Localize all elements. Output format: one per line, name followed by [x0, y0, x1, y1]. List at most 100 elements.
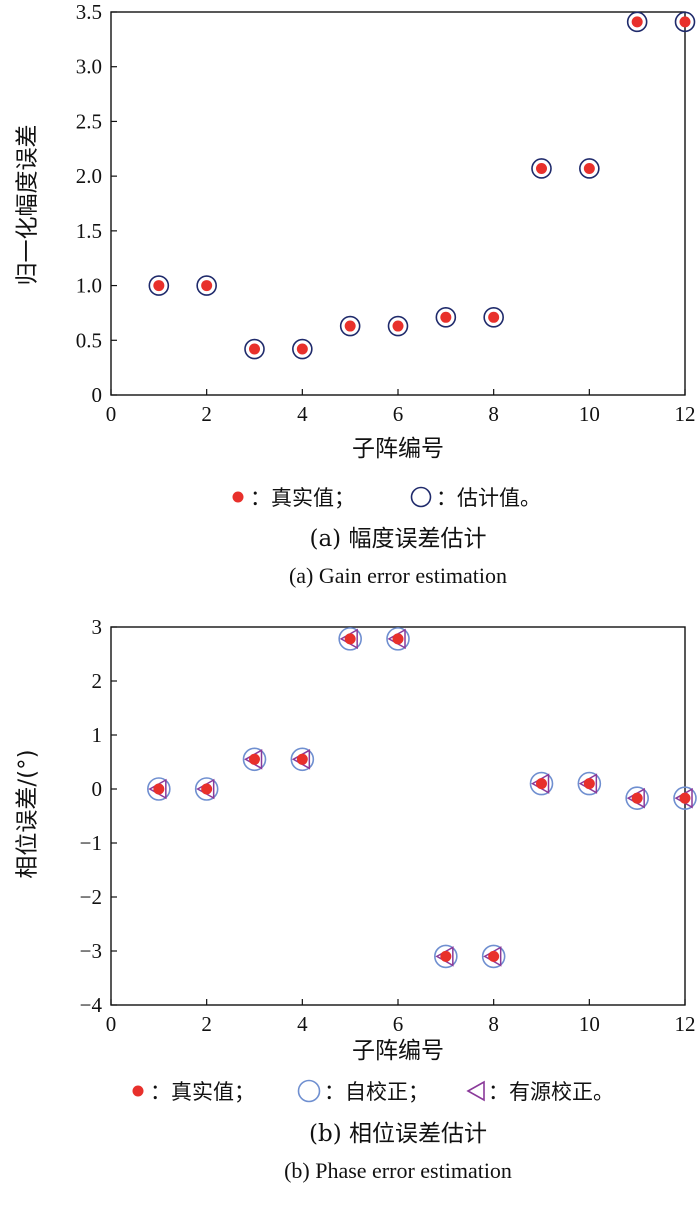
- data-point-true-value: [583, 778, 595, 790]
- data-point-estimated-value: [292, 338, 313, 360]
- x-tick-label: 2: [201, 1012, 212, 1036]
- data-point-true-value: [249, 343, 260, 355]
- legend: ：真实值； ：自校正； ：有源校正。: [132, 1079, 614, 1104]
- data-point-true-value: [488, 950, 500, 962]
- legend-label-true-value: ：真实值；: [150, 1080, 255, 1104]
- legend-marker-self-calibration: [297, 1079, 321, 1103]
- legend-marker-estimated-value: [410, 486, 432, 508]
- legend: ：真实值； ：估计值。: [232, 486, 541, 510]
- data-point-estimated-value: [531, 158, 552, 179]
- data-point-true-value: [344, 320, 356, 332]
- y-tick-label: 0: [92, 383, 103, 407]
- data-point-self-calibration: [673, 786, 697, 810]
- data-point-estimated-value: [339, 315, 361, 337]
- y-axis-label: 归一化幅度误差: [15, 125, 41, 286]
- data-point-estimated-value: [148, 275, 170, 296]
- data-point-true-value: [679, 16, 691, 28]
- y-tick-label: 0: [92, 777, 103, 801]
- legend-marker-active-calibration: [466, 1080, 485, 1102]
- data-point-estimated-value: [196, 275, 217, 296]
- y-tick-label: 0.5: [76, 328, 102, 352]
- x-axis-label: 子阵编号: [352, 1038, 444, 1064]
- plot-frame: [110, 11, 686, 396]
- y-tick-label: 2.0: [76, 164, 102, 188]
- data-point-true-value: [440, 311, 452, 323]
- data-point-true-value: [631, 16, 643, 28]
- data-point-true-value: [296, 343, 308, 355]
- legend-label-true-value: ：真实值；: [250, 486, 355, 510]
- y-tick-label: −2: [80, 885, 102, 909]
- x-tick-label: 4: [297, 1012, 308, 1036]
- data-point-true-value: [249, 753, 260, 765]
- y-tick-label: 3.5: [76, 0, 102, 24]
- legend-marker-true-value: [132, 1085, 144, 1097]
- data-point-estimated-value: [579, 158, 600, 179]
- data-point-self-calibration: [625, 786, 649, 810]
- data-point-estimated-value: [626, 11, 648, 33]
- data-point-self-calibration: [386, 627, 410, 651]
- x-tick-label: 4: [297, 402, 308, 426]
- data-point-self-calibration: [194, 777, 219, 801]
- x-tick-label: 8: [488, 402, 499, 426]
- data-point-true-value: [201, 280, 213, 292]
- x-tick-label: 10: [579, 402, 600, 426]
- data-point-true-value: [536, 778, 547, 790]
- axis-ticks: 0 2 4 6 8 10 12 0 0.5 1.0 1.5 2.0 2.5 3.0 3.5: [76, 0, 696, 426]
- x-tick-label: 0: [106, 1012, 117, 1036]
- legend-label-estimated-value: ：估计值。: [436, 486, 541, 510]
- data-point-estimated-value: [483, 307, 504, 328]
- caption-chinese: (b) 相位误差估计: [309, 1121, 487, 1147]
- legend-label-active-calibration: ：有源校正。: [488, 1080, 614, 1104]
- caption-english: (a) Gain error estimation: [289, 563, 507, 588]
- y-tick-label: 1.5: [76, 219, 102, 243]
- data-point-self-calibration: [481, 944, 506, 969]
- x-tick-label: 6: [393, 402, 404, 426]
- data-point-self-calibration: [147, 777, 171, 801]
- y-axis-label: 相位误差/(°): [15, 749, 41, 878]
- y-tick-label: 1.0: [76, 274, 102, 298]
- data-point-true-value: [153, 783, 165, 795]
- caption-chinese: (a) 幅度误差估计: [310, 526, 487, 552]
- data-point-self-calibration: [577, 771, 602, 796]
- data-point-true-value: [153, 280, 165, 292]
- data-point-true-value: [201, 783, 213, 795]
- x-tick-label: 12: [675, 1012, 696, 1036]
- data-point-true-value: [344, 633, 356, 645]
- data-point-true-value: [536, 162, 547, 174]
- y-tick-label: 3: [92, 615, 103, 639]
- y-tick-label: −3: [80, 939, 102, 963]
- x-axis-label: 子阵编号: [352, 436, 444, 462]
- data-point-true-value: [296, 753, 308, 765]
- x-tick-label: 12: [675, 402, 696, 426]
- y-tick-label: −4: [80, 993, 103, 1017]
- data-point-estimated-value: [435, 307, 457, 328]
- data-point-true-value: [392, 320, 404, 332]
- data-marks: [147, 627, 697, 969]
- data-point-self-calibration: [434, 944, 458, 969]
- data-point-true-value: [392, 633, 404, 645]
- data-point-true-value: [583, 162, 595, 174]
- y-tick-label: 2: [92, 669, 103, 693]
- legend-marker-true-value: [232, 491, 244, 503]
- legend-label-self-calibration: ：自校正；: [324, 1080, 429, 1104]
- x-tick-label: 10: [579, 1012, 600, 1036]
- x-tick-label: 0: [106, 402, 117, 426]
- caption-english: (b) Phase error estimation: [284, 1158, 512, 1183]
- data-point-true-value: [440, 950, 452, 962]
- y-tick-label: −1: [80, 831, 102, 855]
- data-point-estimated-value: [387, 315, 409, 337]
- y-tick-label: 3.0: [76, 55, 102, 79]
- y-tick-label: 2.5: [76, 109, 102, 133]
- data-point-true-value: [488, 311, 500, 323]
- plot-frame: [110, 626, 686, 1006]
- data-point-estimated-value: [674, 11, 696, 33]
- data-point-self-calibration: [338, 627, 362, 651]
- data-marks: [148, 11, 696, 360]
- data-point-self-calibration: [290, 747, 315, 772]
- x-tick-label: 6: [393, 1012, 404, 1036]
- data-point-true-value: [631, 792, 643, 804]
